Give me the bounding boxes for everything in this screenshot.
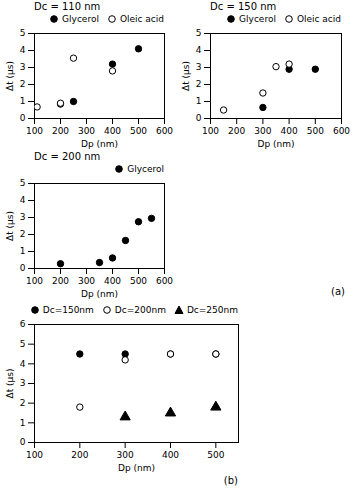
svg-text:4: 4 [196,45,202,55]
svg-text:200: 200 [52,276,69,286]
html-text:Oleic acid: Oleic acid [119,14,164,24]
html-text:Dc=150nm: Dc=150nm [42,305,94,315]
svg-text:0: 0 [20,113,26,123]
html-text:Glycerol: Glycerol [127,164,164,174]
svg-text:2: 2 [20,398,26,408]
html-text:Dc = 150 nm: Dc = 150 nm [210,1,277,12]
svg-text:1: 1 [20,418,26,428]
svg-text:Dp (nm): Dp (nm) [118,463,155,473]
svg-text:200: 200 [228,126,245,136]
svg-text:600: 600 [333,126,350,136]
svg-text:6: 6 [20,319,26,329]
svg-text:3: 3 [196,62,202,72]
svg-text:200: 200 [52,126,69,136]
svg-text:Dp (nm): Dp (nm) [81,289,118,299]
svg-text:200: 200 [71,450,88,460]
html-text:Glycerol: Glycerol [62,14,99,24]
svg-text:5: 5 [20,339,26,349]
svg-text:4: 4 [20,195,26,205]
svg-text:3: 3 [20,378,26,388]
svg-text:1: 1 [196,96,202,106]
html-text:Dc = 110 nm: Dc = 110 nm [34,1,101,12]
svg-text:500: 500 [207,450,224,460]
svg-text:Δt (μs): Δt (μs) [5,211,15,241]
svg-text:5: 5 [20,28,26,38]
svg-text:3: 3 [20,62,26,72]
svg-text:2: 2 [20,229,26,239]
svg-text:400: 400 [281,126,298,136]
svg-text:1: 1 [20,246,26,256]
svg-text:Dp (nm): Dp (nm) [258,139,295,149]
svg-text:5: 5 [196,28,202,38]
svg-text:0: 0 [196,113,202,123]
svg-text:500: 500 [130,276,147,286]
svg-text:0: 0 [20,437,26,447]
svg-text:300: 300 [117,450,134,460]
svg-text:100: 100 [202,126,219,136]
svg-text:400: 400 [104,126,121,136]
svg-text:100: 100 [26,126,43,136]
html-text:Glycerol: Glycerol [239,14,276,24]
svg-text:Δt (μs): Δt (μs) [181,61,191,91]
svg-text:Δt (μs): Δt (μs) [5,61,15,91]
svg-text:2: 2 [20,79,26,89]
html-text:(a): (a) [331,286,345,297]
html-text:Dc=250nm: Dc=250nm [186,305,238,315]
svg-text:1: 1 [20,96,26,106]
html-text:Dc=200nm: Dc=200nm [114,305,166,315]
svg-text:500: 500 [130,126,147,136]
html-text:Oleic acid: Oleic acid [296,14,341,24]
svg-text:600: 600 [156,126,173,136]
svg-text:100: 100 [26,450,43,460]
svg-text:4: 4 [20,45,26,55]
svg-text:300: 300 [254,126,271,136]
svg-text:600: 600 [156,276,173,286]
svg-text:300: 300 [78,126,95,136]
svg-text:Dp (nm): Dp (nm) [81,139,118,149]
svg-text:Δt (μs): Δt (μs) [5,369,15,399]
svg-text:500: 500 [307,126,324,136]
svg-text:300: 300 [78,276,95,286]
svg-text:0: 0 [20,263,26,273]
html-text:Dc = 200 nm: Dc = 200 nm [34,151,101,162]
svg-text:400: 400 [162,450,179,460]
svg-text:3: 3 [20,212,26,222]
html-text:(b): (b) [223,475,238,486]
svg-text:5: 5 [20,178,26,188]
svg-text:2: 2 [196,79,202,89]
svg-text:4: 4 [20,359,26,369]
svg-text:400: 400 [104,276,121,286]
svg-text:100: 100 [26,276,43,286]
